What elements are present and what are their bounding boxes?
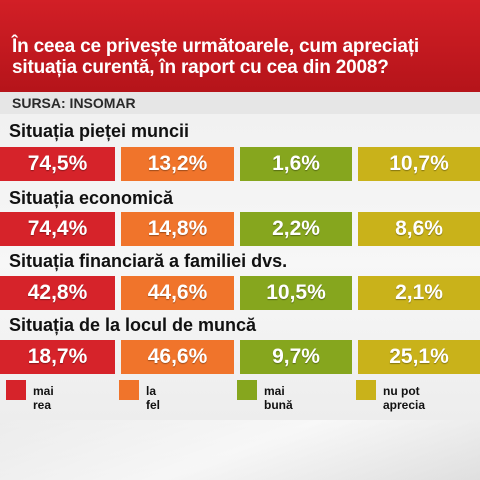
bar-nu-pot-aprecia: 25,1% bbox=[358, 340, 480, 374]
bar-row: 18,7% 46,6% 9,7% 25,1% bbox=[0, 340, 480, 374]
bar-mai-rea: 74,5% bbox=[0, 147, 115, 181]
bar-mai-buna: 10,5% bbox=[240, 276, 352, 310]
chart-title: În ceea ce privește următoarele, cum apr… bbox=[12, 36, 419, 78]
bar-nu-pot-aprecia: 2,1% bbox=[358, 276, 480, 310]
legend-label-nu-pot-aprecia: nu pot aprecia bbox=[383, 384, 426, 412]
legend-label-mai-buna: mai bună bbox=[264, 384, 293, 412]
legend-label-mai-rea: mai rea bbox=[33, 384, 54, 412]
bar-row: 74,5% 13,2% 1,6% 10,7% bbox=[0, 147, 480, 181]
category-label: Situația economică bbox=[9, 188, 174, 208]
legend-swatch-mai-rea bbox=[6, 380, 26, 400]
bar-la-fel: 46,6% bbox=[121, 340, 234, 374]
bar-nu-pot-aprecia: 10,7% bbox=[358, 147, 480, 181]
category-label: Situația de la locul de muncă bbox=[9, 315, 257, 335]
bar-mai-buna: 2,2% bbox=[240, 212, 352, 246]
background-decoration bbox=[0, 420, 480, 480]
header-banner: În ceea ce privește următoarele, cum apr… bbox=[0, 0, 480, 92]
bar-mai-rea: 18,7% bbox=[0, 340, 115, 374]
bar-mai-rea: 42,8% bbox=[0, 276, 115, 310]
bar-la-fel: 13,2% bbox=[121, 147, 234, 181]
legend-swatch-mai-buna bbox=[237, 380, 257, 400]
source-label: SURSA: INSOMAR bbox=[0, 92, 480, 114]
bar-mai-buna: 9,7% bbox=[240, 340, 352, 374]
category-label: Situația financiară a familiei dvs. bbox=[9, 251, 288, 271]
legend-swatch-nu-pot-aprecia bbox=[356, 380, 376, 400]
bar-row: 42,8% 44,6% 10,5% 2,1% bbox=[0, 276, 480, 310]
bar-la-fel: 44,6% bbox=[121, 276, 234, 310]
bar-mai-buna: 1,6% bbox=[240, 147, 352, 181]
category-label: Situația pieței muncii bbox=[9, 121, 190, 141]
legend-swatch-la-fel bbox=[119, 380, 139, 400]
bar-nu-pot-aprecia: 8,6% bbox=[358, 212, 480, 246]
bar-mai-rea: 74,4% bbox=[0, 212, 115, 246]
bar-row: 74,4% 14,8% 2,2% 8,6% bbox=[0, 212, 480, 246]
legend-label-la-fel: la fel bbox=[146, 384, 161, 412]
legend: mai rea la fel mai bună nu pot aprecia bbox=[0, 380, 480, 420]
bar-la-fel: 14,8% bbox=[121, 212, 234, 246]
